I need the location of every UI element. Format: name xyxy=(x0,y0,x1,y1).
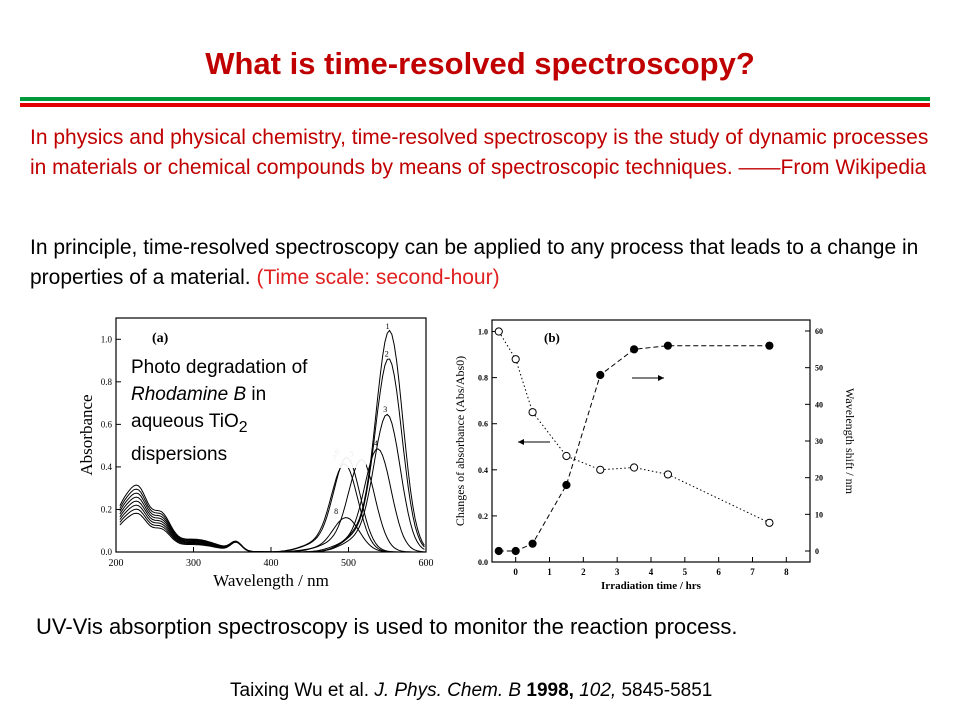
y-tick-label: 0.0 xyxy=(101,547,113,557)
y-tick-label: 0.2 xyxy=(101,504,112,514)
x-axis-label: Irradiation time / hrs xyxy=(601,580,702,590)
spectrum-label: 1 xyxy=(386,322,390,331)
y-tick-label: 0.2 xyxy=(478,512,488,521)
inset-line2-rest: in xyxy=(246,384,267,405)
x-tick-label: 0 xyxy=(513,567,518,577)
y-tick-label: 0.8 xyxy=(101,377,113,387)
x-tick-label: 300 xyxy=(186,558,201,569)
spectrum-line xyxy=(119,463,425,553)
principle-text: In principle, time-resolved spectroscopy… xyxy=(30,236,919,289)
principle-paragraph: In principle, time-resolved spectroscopy… xyxy=(30,233,940,293)
y2-tick-label: 10 xyxy=(815,510,823,519)
inset-line4: dispersions xyxy=(131,443,228,465)
data-point xyxy=(596,465,605,474)
spectrum-label: 2 xyxy=(385,350,389,359)
absorbance-spectra-chart: 200 300 400 500 600 0.0 0.2 0.4 0.6 0.8 1.0 Wavelen… xyxy=(77,317,434,590)
title-underline-red xyxy=(20,103,930,107)
data-point xyxy=(528,408,537,417)
data-point xyxy=(528,539,537,548)
x-tick-label: 7 xyxy=(750,567,755,577)
y-tick-label: 0.6 xyxy=(101,419,113,429)
data-point xyxy=(511,546,520,556)
y-tick-label: 0.0 xyxy=(478,558,488,567)
time-scale-note: (Time scale: second-hour) xyxy=(256,266,500,289)
y2-tick-label: 30 xyxy=(815,437,823,446)
y-axis-label: Changes of absorbance (Abs/Abs0) xyxy=(453,356,467,526)
spectrum-label: 4 xyxy=(374,439,378,448)
figure-caption: UV-Vis absorption spectroscopy is used t… xyxy=(36,614,738,639)
x-tick-label: 1 xyxy=(547,567,552,577)
y-tick-label: 0.8 xyxy=(478,374,488,383)
y-tick-label: 1.0 xyxy=(101,334,113,344)
spectrum-label: 8 xyxy=(334,507,338,516)
spectrum-line xyxy=(119,458,425,553)
panel-label: (a) xyxy=(152,331,169,346)
y2-tick-label: 50 xyxy=(815,364,823,373)
x-tick-label: 200 xyxy=(109,558,124,569)
x-tick-label: 4 xyxy=(649,567,654,577)
x-tick-label: 2 xyxy=(581,567,586,577)
y2-tick-label: 60 xyxy=(815,327,823,336)
series-line xyxy=(498,345,770,552)
data-point xyxy=(494,327,503,336)
data-point xyxy=(511,355,520,364)
x-tick-label: 600 xyxy=(419,558,434,569)
data-point xyxy=(629,345,639,354)
citation-journal: J. Phys. Chem. B xyxy=(374,680,522,701)
y2-tick-label: 40 xyxy=(815,400,823,409)
y-tick-label: 0.6 xyxy=(478,420,488,429)
spectrum-line xyxy=(119,512,425,553)
y2-tick-label: 20 xyxy=(815,474,823,483)
data-point xyxy=(596,370,605,380)
citation: Taixing Wu et al. J. Phys. Chem. B 1998,… xyxy=(230,680,712,702)
data-point xyxy=(494,546,503,556)
inset-line1: Photo degradation of xyxy=(131,357,308,378)
citation-authors: Taixing Wu et al. xyxy=(230,680,375,701)
inset-compound: Rhodamine B xyxy=(131,384,247,405)
irradiation-time-chart: 0 1 2 3 4 5 6 7 8 0.0 0.2 0.4 0.6 0.8 1.0 0 10 20 30 40 50 60… xyxy=(453,319,857,590)
series-line xyxy=(498,331,770,524)
y2-tick-label: 0 xyxy=(815,547,819,556)
panel-label: (b) xyxy=(544,330,560,345)
data-point xyxy=(562,451,571,461)
data-point xyxy=(663,341,673,350)
citation-year: 1998, xyxy=(521,680,574,701)
y2-axis-label: Wavelength shift / nm xyxy=(843,388,857,495)
x-tick-label: 8 xyxy=(784,567,789,577)
plot-frame xyxy=(491,319,811,563)
spectrum-label: 3 xyxy=(383,405,387,414)
x-tick-label: 6 xyxy=(716,567,721,577)
data-point xyxy=(765,341,774,350)
y-tick-label: 1.0 xyxy=(478,328,488,337)
x-tick-label: 3 xyxy=(615,567,620,577)
citation-volume: 102, xyxy=(573,680,617,701)
citation-pages: 5845-5851 xyxy=(616,680,713,701)
x-tick-label: 400 xyxy=(264,558,279,569)
data-point xyxy=(629,463,639,472)
definition-paragraph: In physics and physical chemistry, time-… xyxy=(30,126,929,179)
y-axis-label: Absorbance xyxy=(77,394,96,475)
y-tick-label: 0.4 xyxy=(101,462,113,472)
slide-title: What is time-resolved spectroscopy? xyxy=(205,46,755,81)
inset-subscript: 2 xyxy=(238,418,248,436)
title-underline-green xyxy=(20,97,930,101)
x-tick-label: 5 xyxy=(683,567,688,577)
x-tick-label: 500 xyxy=(341,558,356,569)
spectrum-line xyxy=(119,457,425,553)
data-point xyxy=(765,518,774,527)
figure-inset-label: Photo degradation of Rhodamine B in aque… xyxy=(131,354,366,468)
inset-line3: aqueous TiO xyxy=(131,411,239,432)
left-axis-arrowhead xyxy=(518,439,524,445)
data-point xyxy=(562,480,571,490)
y-tick-label: 0.4 xyxy=(478,466,488,475)
x-axis-label: Wavelength / nm xyxy=(213,571,329,590)
right-axis-arrowhead xyxy=(658,375,664,381)
data-point xyxy=(663,470,673,479)
